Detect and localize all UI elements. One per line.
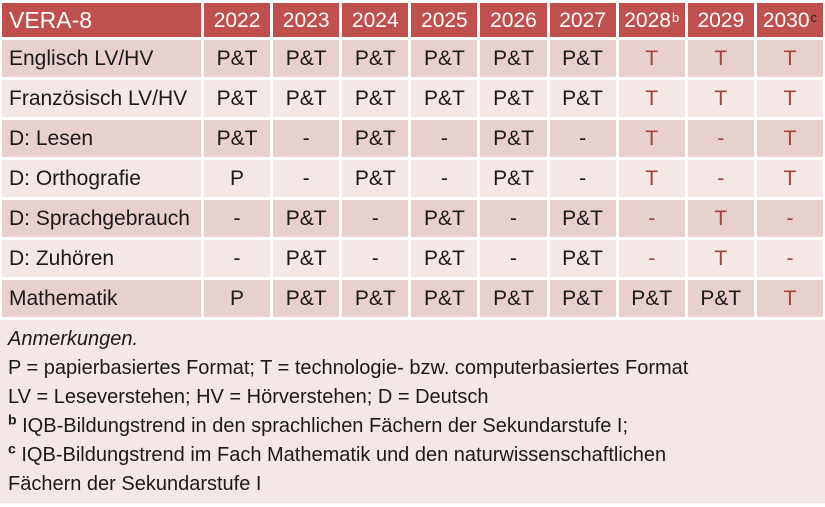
column-header-2030: 2030 c xyxy=(756,3,823,37)
table-cell: - xyxy=(687,160,754,197)
column-header-2022: 2022 xyxy=(204,3,271,37)
table-cell: P&T xyxy=(204,120,271,157)
table-cell: P&T xyxy=(480,280,547,317)
note-line: P = papierbasiertes Format; T = technolo… xyxy=(8,357,689,379)
column-header-2029: 2029 xyxy=(687,3,754,37)
vera8-schedule-table: VERA-8 2022 2023 2024 2025 2026 2027 2028 b 2029… xyxy=(2,3,823,317)
table-cell: P&T xyxy=(480,80,547,117)
notes-section: Anmerkungen. P = papierbasiertes Format;… xyxy=(0,320,825,503)
table-cell: P&T xyxy=(411,40,478,77)
note-line: c IQB-Bildungstrend im Fach Mathematik u… xyxy=(8,440,667,466)
table-cell: - xyxy=(618,240,685,277)
column-header-2027: 2027 xyxy=(549,3,616,37)
row-label: D: Sprachgebrauch xyxy=(2,200,201,237)
table-cell: P&T xyxy=(549,240,616,277)
table-cell: T xyxy=(618,80,685,117)
table-cell: P&T xyxy=(204,80,271,117)
table-cell: P&T xyxy=(411,200,478,237)
table-cell: P&T xyxy=(549,40,616,77)
table-cell: - xyxy=(204,200,271,237)
table-cell: - xyxy=(549,160,616,197)
table-cell: P&T xyxy=(480,40,547,77)
table-cell: T xyxy=(687,80,754,117)
table-cell: P xyxy=(204,160,271,197)
table-cell: - xyxy=(411,120,478,157)
notes-heading: Anmerkungen. xyxy=(8,328,139,350)
table-cell: - xyxy=(411,160,478,197)
table-cell: P&T xyxy=(342,160,409,197)
table-cell: T xyxy=(756,280,823,317)
table-cell: P&T xyxy=(342,120,409,157)
table-cell: T xyxy=(756,40,823,77)
table-cell: - xyxy=(342,240,409,277)
table-cell: T xyxy=(687,240,754,277)
column-header-2028: 2028 b xyxy=(618,3,685,37)
table-cell: - xyxy=(618,200,685,237)
table-cell: P&T xyxy=(549,280,616,317)
table-cell: - xyxy=(204,240,271,277)
note-line: LV = Leseverstehen; HV = Hörverstehen; D… xyxy=(8,386,489,408)
table-cell: P&T xyxy=(687,280,754,317)
table-cell: P&T xyxy=(549,200,616,237)
column-header-2024: 2024 xyxy=(342,3,409,37)
row-label: D: Zuhören xyxy=(2,240,201,277)
row-label: D: Lesen xyxy=(2,120,201,157)
table-cell: P&T xyxy=(342,80,409,117)
table-cell: T xyxy=(687,40,754,77)
table-cell: P&T xyxy=(549,80,616,117)
table-cell: - xyxy=(756,200,823,237)
table-cell: T xyxy=(618,40,685,77)
footnote-marker-c: c xyxy=(8,440,16,457)
table-cell: P&T xyxy=(480,160,547,197)
table-cell: - xyxy=(756,240,823,277)
column-header-2023: 2023 xyxy=(273,3,340,37)
row-label: Französisch LV/HV xyxy=(2,80,201,117)
table-cell: T xyxy=(618,160,685,197)
table-cell: - xyxy=(687,120,754,157)
row-label: D: Orthografie xyxy=(2,160,201,197)
table-cell: - xyxy=(549,120,616,157)
table-cell: - xyxy=(273,160,340,197)
table-cell: P&T xyxy=(411,240,478,277)
table-cell: P&T xyxy=(480,120,547,157)
note-line: b IQB-Bildungstrend in den sprachlichen … xyxy=(8,411,629,437)
table-cell: P&T xyxy=(273,240,340,277)
table-cell: T xyxy=(756,120,823,157)
table-cell: P&T xyxy=(273,40,340,77)
table-cell: P&T xyxy=(273,280,340,317)
table-cell: P&T xyxy=(273,200,340,237)
table-cell: P&T xyxy=(204,40,271,77)
table-title: VERA-8 xyxy=(2,3,201,37)
table-cell: T xyxy=(618,120,685,157)
table-cell: P xyxy=(204,280,271,317)
column-header-2026: 2026 xyxy=(480,3,547,37)
table-cell: - xyxy=(480,240,547,277)
table-cell: P&T xyxy=(411,80,478,117)
footnote-marker-b: b xyxy=(8,411,17,428)
table-cell: P&T xyxy=(273,80,340,117)
table-cell: T xyxy=(756,160,823,197)
table-cell: P&T xyxy=(342,40,409,77)
table-cell: P&T xyxy=(618,280,685,317)
table-cell: - xyxy=(480,200,547,237)
column-header-2025: 2025 xyxy=(411,3,478,37)
row-label: Englisch LV/HV xyxy=(2,40,201,77)
note-line: Fächern der Sekundarstufe I xyxy=(8,473,262,495)
table-cell: P&T xyxy=(411,280,478,317)
table-cell: T xyxy=(687,200,754,237)
table-cell: T xyxy=(756,80,823,117)
row-label: Mathematik xyxy=(2,280,201,317)
table-cell: P&T xyxy=(342,280,409,317)
table-cell: - xyxy=(342,200,409,237)
table-cell: - xyxy=(273,120,340,157)
